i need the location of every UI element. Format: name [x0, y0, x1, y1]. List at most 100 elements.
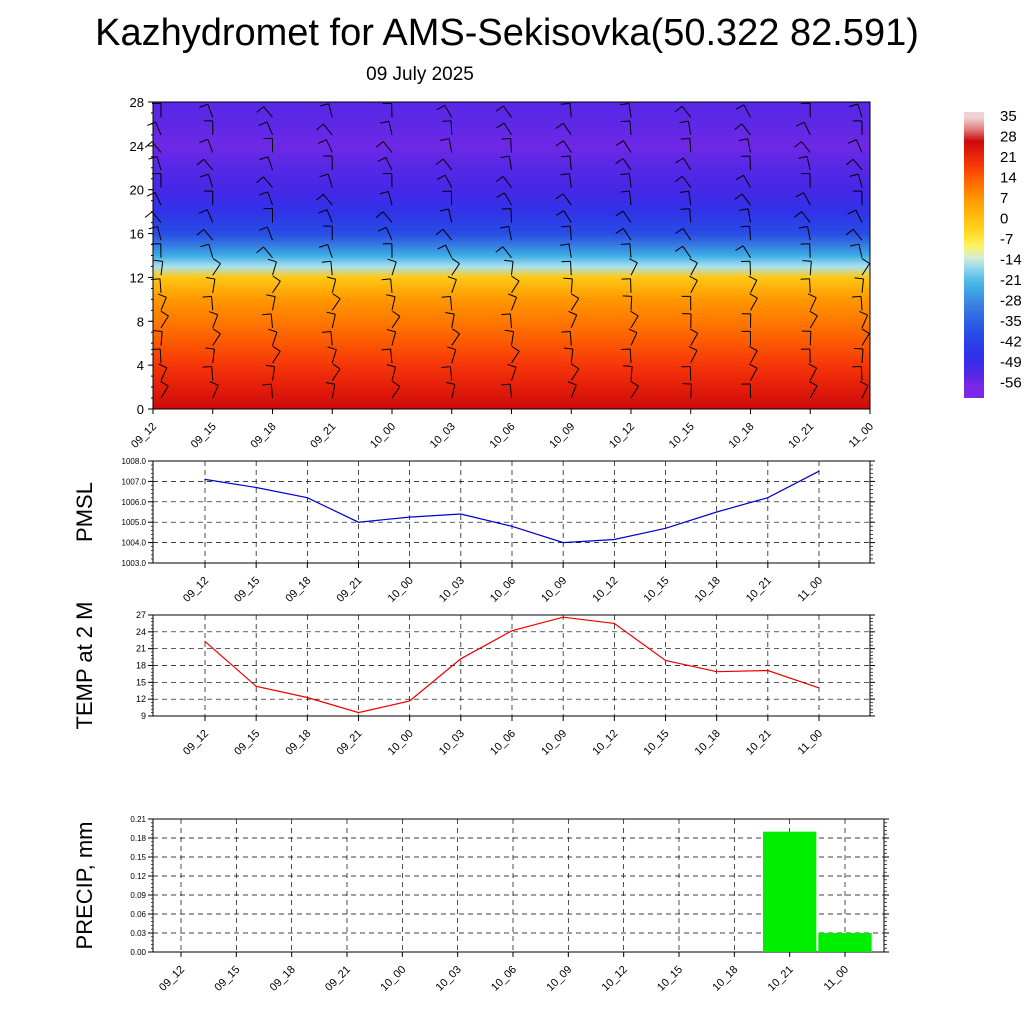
wind-barb-staff [809, 261, 812, 276]
wind-barb-staff [741, 123, 751, 136]
wind-barb-flag [795, 192, 804, 198]
wind-barb-staff [690, 350, 698, 364]
wind-barb-flag [153, 330, 163, 332]
wind-barb-flag [734, 123, 743, 130]
wind-barb-flag [265, 364, 275, 368]
x-tick-label: 10_03 [437, 728, 467, 758]
x-tick-label: 09_15 [212, 964, 242, 994]
wind-barb-flag [563, 277, 573, 280]
wind-barb-staff [272, 351, 281, 364]
wind-barb-flag [501, 313, 511, 316]
wind-barb-flag [272, 345, 281, 352]
wind-barb-staff [331, 314, 336, 328]
wind-barb-flag [392, 310, 401, 317]
wind-barb-staff [160, 385, 169, 399]
wind-barb-flag [325, 382, 335, 385]
wind-barb-staff [382, 211, 393, 223]
x-tick-label: 10_00 [386, 575, 416, 605]
wind-barb-staff [385, 157, 393, 171]
wind-barb-flag [620, 190, 630, 193]
colorbar-label: 0 [1000, 211, 1008, 228]
wind-barb-flag [845, 228, 854, 236]
data-point [409, 516, 411, 518]
wind-barb-flag [802, 260, 812, 262]
wind-barb-staff [852, 228, 863, 241]
wind-barb-staff [160, 261, 164, 276]
wind-barb-staff [442, 158, 453, 171]
data-point [818, 470, 820, 472]
x-tick-label: 10_18 [727, 421, 757, 451]
wind-barb-flag [386, 294, 396, 298]
wind-barb-staff [270, 384, 273, 399]
wind-barb-flag [809, 380, 818, 387]
y-tick-label: 16 [130, 227, 144, 242]
wind-barb-flag [852, 295, 862, 298]
precip-chart: 0.00 0.03 0.06 0.09 0.12 0.15 0.18 0.21 09_12 09_… [72, 815, 889, 994]
wind-barb-staff [159, 278, 162, 293]
wind-barb-flag [620, 102, 630, 106]
wind-barb-flag [321, 330, 331, 333]
wind-barb-staff [809, 385, 818, 399]
wind-barb-flag [688, 345, 698, 351]
wind-barb-staff [801, 211, 811, 223]
y-axis-title: PRECIP, mm [72, 822, 97, 950]
wind-barb-flag [567, 381, 577, 386]
colorbar-label: -7 [1000, 231, 1013, 248]
x-tick-label: 09_18 [283, 575, 313, 605]
wind-barb-staff [688, 191, 692, 206]
x-tick-label: 10_03 [434, 964, 464, 994]
colorbar-label: 14 [1000, 170, 1017, 187]
wind-barb-staff [211, 366, 214, 381]
wind-barb-flag [859, 381, 869, 386]
wind-barb-flag [445, 311, 455, 315]
wind-barb-flag [495, 105, 504, 112]
wind-barb-staff [203, 229, 214, 241]
wind-barb-staff [858, 243, 863, 258]
wind-barb-flag [146, 191, 156, 197]
wind-barb-flag [319, 173, 329, 178]
wind-barb-staff [809, 367, 818, 381]
wind-barb-staff [208, 244, 214, 258]
wind-barb-flag [268, 328, 278, 333]
wind-barb-flag [198, 209, 208, 214]
wind-barb-flag [738, 138, 748, 142]
wind-barb-flag [387, 258, 397, 263]
wind-barb-staff [511, 297, 518, 311]
wind-barb-flag [437, 244, 446, 250]
wind-barb-staff [861, 385, 869, 399]
wind-barb-flag [377, 156, 386, 162]
wind-barb-staff [151, 141, 162, 153]
wind-barb-flag [739, 208, 749, 211]
wind-barb-flag [615, 210, 624, 217]
wind-barb-staff [160, 297, 167, 311]
wind-barb-staff [629, 348, 632, 363]
wind-barb-flag [153, 259, 163, 262]
wind-barb-flag [196, 158, 205, 166]
wind-barb-flag [256, 176, 264, 183]
x-tick-label: 10_12 [600, 964, 630, 994]
wind-barb-staff [629, 191, 632, 206]
wind-barb-flag [267, 258, 277, 263]
wind-barb-staff [331, 349, 337, 364]
wind-barb-staff [682, 245, 692, 258]
wind-barb-flag [798, 155, 808, 159]
wind-barb-flag [560, 102, 570, 105]
x-tick-label: 11_00 [847, 421, 877, 451]
wind-barb-flag [319, 243, 328, 248]
data-point [767, 497, 769, 499]
colorbar-label: -35 [1000, 313, 1022, 330]
wind-barb-staff [690, 333, 699, 346]
wind-barb-staff [207, 139, 214, 153]
wind-barb-staff [682, 175, 692, 188]
wind-barb-staff [750, 280, 758, 294]
wind-barb-staff [212, 348, 215, 364]
data-point [511, 525, 513, 527]
wind-barb-staff [451, 384, 456, 399]
x-tick-label: 10_09 [544, 964, 574, 994]
wind-barb-flag [689, 275, 698, 281]
wind-barb-flag [205, 277, 216, 280]
wind-barb-flag [209, 311, 218, 316]
wind-barb-staff [683, 157, 692, 171]
data-point [357, 521, 360, 523]
wind-barb-staff [622, 140, 632, 153]
